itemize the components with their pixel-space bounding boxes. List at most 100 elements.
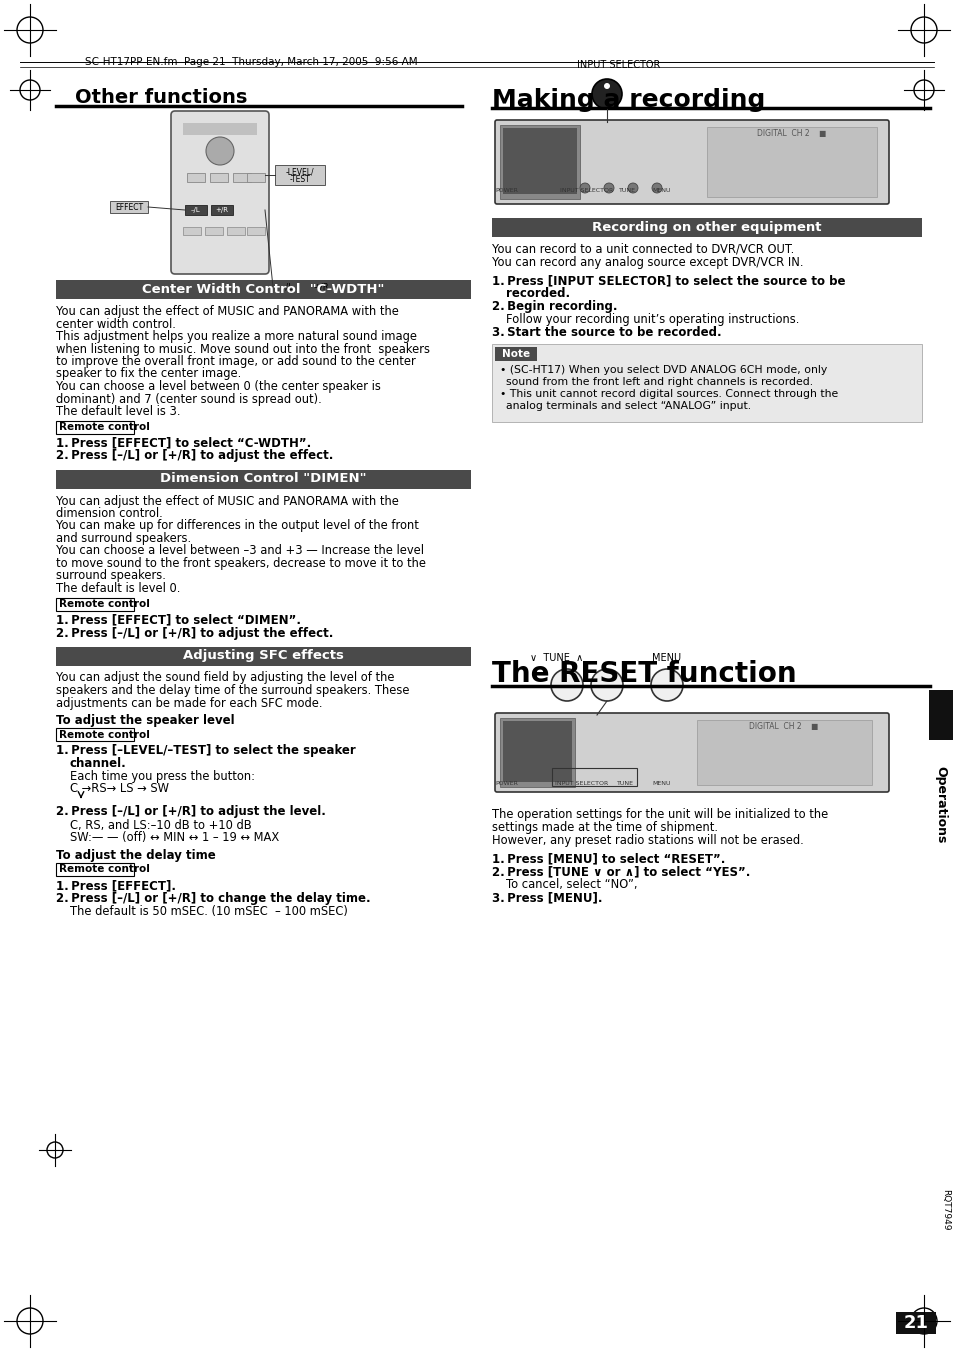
FancyBboxPatch shape [495,120,888,204]
Bar [499,126,579,199]
Text: The operation settings for the unit will be initialized to the: The operation settings for the unit will… [492,808,827,821]
Text: The default is level 0.: The default is level 0. [56,582,180,594]
Text: • (SC-HT17) When you select DVD ANALOG 6CH mode, only: • (SC-HT17) When you select DVD ANALOG 6… [499,365,826,376]
Text: To cancel, select “NO”,: To cancel, select “NO”, [505,878,637,892]
Text: 2. Begin recording.: 2. Begin recording. [492,300,617,313]
Text: -TEST: -TEST [290,176,310,185]
Text: speakers and the delay time of the surround speakers. These: speakers and the delay time of the surro… [56,684,409,697]
Text: The default is 50 mSEC. (10 mSEC  – 100 mSEC): The default is 50 mSEC. (10 mSEC – 100 m… [70,905,348,917]
Text: adjustments can be made for each SFC mode.: adjustments can be made for each SFC mod… [56,697,322,709]
Text: Dimension Control "DIMEN": Dimension Control "DIMEN" [160,473,366,485]
Text: to move sound to the front speakers, decrease to move it to the: to move sound to the front speakers, dec… [56,557,426,570]
Text: This adjustment helps you realize a more natural sound image: This adjustment helps you realize a more… [56,330,416,343]
Bar [495,347,537,361]
Text: recorded.: recorded. [505,286,570,300]
Text: Note: Note [501,349,530,359]
Bar [273,280,301,295]
Text: INPUT SELECTOR: INPUT SELECTOR [559,188,613,193]
Text: You can record to a unit connected to DVR/VCR OUT.: You can record to a unit connected to DV… [492,243,794,255]
Circle shape [650,669,682,701]
Text: SC-HT17PP-EN.fm  Page 21  Thursday, March 17, 2005  9:56 AM: SC-HT17PP-EN.fm Page 21 Thursday, March … [85,57,417,68]
Text: The default level is 3.: The default level is 3. [56,405,180,417]
Text: You can record any analog source except DVR/VCR IN.: You can record any analog source except … [492,255,802,269]
Text: You can make up for differences in the output level of the front: You can make up for differences in the o… [56,520,418,532]
Circle shape [206,136,233,165]
Text: DIGITAL  CH 2    ■: DIGITAL CH 2 ■ [748,721,818,731]
Text: MENU: MENU [652,188,671,193]
Circle shape [592,78,621,109]
Bar [56,647,471,666]
Text: Operations: Operations [934,766,946,843]
Bar [928,740,953,870]
Circle shape [627,182,638,193]
Text: • This unit cannot record digital sources. Connect through the: • This unit cannot record digital source… [499,389,838,399]
Bar [895,1312,935,1333]
Circle shape [603,182,614,193]
Bar [56,597,133,611]
Text: Recording on other equipment: Recording on other equipment [592,222,821,234]
Text: TUNE: TUNE [616,781,633,786]
Text: Center Width Control  "C-WDTH": Center Width Control "C-WDTH" [142,282,384,296]
Bar [183,123,256,135]
Circle shape [551,669,582,701]
Text: RQT7949: RQT7949 [941,1189,949,1231]
Text: –/L: –/L [281,282,293,292]
Text: 2. Press [TUNE ∨ or ∧] to select “YES”.: 2. Press [TUNE ∨ or ∧] to select “YES”. [492,865,750,878]
Text: SW:— — (off) ↔ MIN ↔ 1 – 19 ↔ MAX: SW:— — (off) ↔ MIN ↔ 1 – 19 ↔ MAX [70,831,279,844]
Text: MENU: MENU [652,781,671,786]
Bar [274,165,325,185]
Text: DIGITAL  CH 2    ■: DIGITAL CH 2 ■ [757,128,826,138]
Text: 2. Press [–/L] or [+/R] to change the delay time.: 2. Press [–/L] or [+/R] to change the de… [56,892,370,905]
Text: EFFECT: EFFECT [114,203,143,212]
Text: 2. Press [–/L] or [+/R] to adjust the effect.: 2. Press [–/L] or [+/R] to adjust the ef… [56,450,333,462]
Text: 1. Press [EFFECT].: 1. Press [EFFECT]. [56,880,175,892]
Bar [56,470,471,489]
Circle shape [603,82,609,89]
Text: when listening to music. Move sound out into the front  speakers: when listening to music. Move sound out … [56,343,430,355]
Circle shape [579,182,589,193]
Text: 1. Press [INPUT SELECTOR] to select the source to be: 1. Press [INPUT SELECTOR] to select the … [492,274,844,286]
Text: 1. Press [MENU] to select “RESET”.: 1. Press [MENU] to select “RESET”. [492,852,724,865]
Text: 2. Press [–/L] or [+/R] to adjust the level.: 2. Press [–/L] or [+/R] to adjust the le… [56,805,326,819]
Text: 2. Press [–/L] or [+/R] to adjust the effect.: 2. Press [–/L] or [+/R] to adjust the ef… [56,627,333,639]
Bar [210,173,228,182]
Text: The RESET function: The RESET function [492,661,796,688]
Text: 21: 21 [902,1315,927,1332]
Text: sound from the front left and right channels is recorded.: sound from the front left and right chan… [505,377,812,386]
Text: Follow your recording unit’s operating instructions.: Follow your recording unit’s operating i… [505,313,799,326]
Text: -LEVEL/: -LEVEL/ [285,168,314,177]
Bar [185,205,207,215]
Text: POWER: POWER [495,781,517,786]
Text: analog terminals and select “ANALOG” input.: analog terminals and select “ANALOG” inp… [505,401,750,411]
Text: C, RS, and LS:–10 dB to +10 dB: C, RS, and LS:–10 dB to +10 dB [70,819,252,831]
Text: 1. Press [EFFECT] to select “C-WDTH”.: 1. Press [EFFECT] to select “C-WDTH”. [56,436,311,450]
Text: You can adjust the effect of MUSIC and PANORAMA with the: You can adjust the effect of MUSIC and P… [56,305,398,317]
Text: Adjusting SFC effects: Adjusting SFC effects [183,650,344,662]
Text: You can adjust the effect of MUSIC and PANORAMA with the: You can adjust the effect of MUSIC and P… [56,494,398,508]
Bar [211,205,233,215]
Bar [552,767,637,786]
Bar [205,227,223,235]
Bar [56,280,471,299]
Text: INPUT SELECTOR: INPUT SELECTOR [577,59,659,70]
Text: speaker to fix the center image.: speaker to fix the center image. [56,367,241,381]
Bar [492,345,921,422]
Text: Remote control: Remote control [59,598,150,609]
Bar [56,863,133,875]
Text: Other functions: Other functions [75,88,247,107]
Text: 3. Start the source to be recorded.: 3. Start the source to be recorded. [492,326,720,339]
Text: Remote control: Remote control [59,422,150,432]
Circle shape [651,182,661,193]
Bar [492,218,921,236]
Bar [697,720,871,785]
Text: dominant) and 7 (center sound is spread out).: dominant) and 7 (center sound is spread … [56,393,321,405]
Bar [928,690,953,740]
Bar [247,227,265,235]
Text: channel.: channel. [70,757,127,770]
Text: 1. Press [EFFECT] to select “DIMEN”.: 1. Press [EFFECT] to select “DIMEN”. [56,613,301,627]
Bar [187,173,205,182]
Bar [247,173,265,182]
Text: dimension control.: dimension control. [56,507,163,520]
Bar [110,201,148,213]
Text: You can adjust the sound field by adjusting the level of the: You can adjust the sound field by adjust… [56,671,395,685]
